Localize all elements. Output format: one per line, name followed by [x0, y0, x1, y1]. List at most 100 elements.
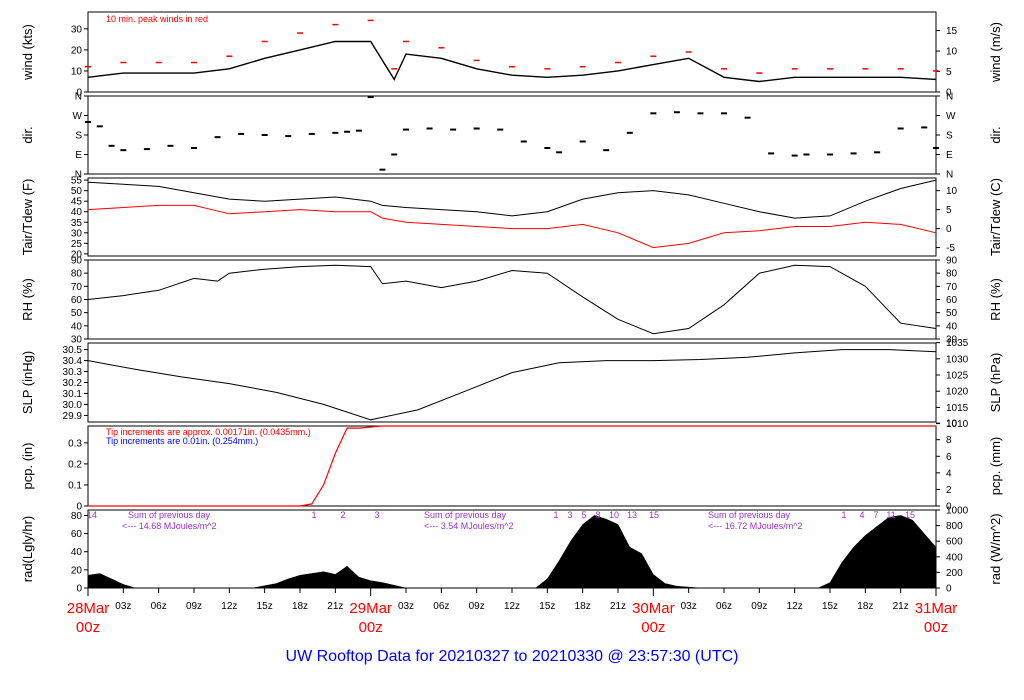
solar-hour-mark: 5 [581, 510, 586, 520]
left-tick-label-pcp: 0.3 [68, 438, 82, 449]
right-tick-label-slp: 1035 [946, 338, 969, 349]
tdew-line [87, 204, 937, 249]
ylabel-right-rh: RH (%) [988, 278, 1003, 321]
solar-sum-label: Sum of previous day [708, 510, 791, 520]
ylabel-left-pcp: pcp. (in) [20, 443, 35, 490]
x-day-date: 28Mar [67, 600, 110, 617]
panel-frame-slp [87, 342, 937, 423]
right-tick-label-pcp: 10 [946, 419, 958, 430]
precip-note-approx: Tip increments are approx. 0.00171in. (0… [106, 427, 311, 437]
right-tick-label-wind: 0 [946, 88, 952, 99]
x-hour-label: 09z [469, 601, 485, 612]
right-tick-label-temp: 0 [946, 224, 952, 235]
right-tick-label-wind: 15 [946, 26, 958, 37]
x-hour-label: 06z [433, 601, 449, 612]
solar-hour-mark: 14 [87, 510, 97, 520]
left-tick-label-rad: 60 [71, 529, 83, 540]
right-tick-label-temp: 10 [946, 186, 958, 197]
right-tick-label-rh: 40 [946, 321, 958, 332]
left-tick-label-temp: 25 [71, 239, 83, 250]
right-tick-label-dir: N [946, 92, 953, 103]
left-tick-label-wind: 10 [71, 66, 83, 77]
solar-hour-mark: 1 [311, 510, 316, 520]
solar-hour-mark: 15 [905, 510, 915, 520]
x-hour-label: 21z [327, 601, 343, 612]
solar-hour-mark: 7 [873, 510, 878, 520]
left-tick-label-wind: 20 [71, 45, 83, 56]
right-tick-label-rad: 1000 [946, 506, 969, 517]
right-tick-label-pcp: 0 [946, 502, 952, 513]
left-tick-label-rh: 50 [71, 308, 83, 319]
right-tick-label-pcp: 6 [946, 452, 952, 463]
right-tick-label-rad: 400 [946, 552, 963, 563]
x-hour-label: 12z [221, 601, 237, 612]
panel-frame-wind [87, 11, 937, 93]
left-tick-label-wind: 0 [76, 88, 82, 99]
x-hour-label: 12z [504, 601, 520, 612]
left-tick-label-temp: 55 [71, 176, 83, 187]
right-tick-label-wind: 10 [946, 47, 958, 58]
panel-frame-dir [87, 95, 937, 175]
right-tick-label-slp: 1010 [946, 419, 969, 430]
ylabel-left-dir: dir. [20, 126, 35, 143]
left-tick-label-rh: 60 [71, 295, 83, 306]
radiation-area [87, 515, 937, 589]
precip-line [88, 425, 936, 507]
left-tick-label-dir: N [75, 92, 82, 103]
left-tick-label-dir: W [73, 111, 83, 122]
right-tick-label-temp: 5 [946, 205, 952, 216]
left-tick-label-rad: 0 [76, 584, 82, 595]
x-hour-label: 06z [716, 601, 732, 612]
x-day-time: 00z [359, 619, 383, 636]
right-tick-label-slp: 1025 [946, 371, 969, 382]
ylabel-right-rad: rad (W/m^2) [988, 513, 1003, 584]
right-tick-label-slp: 1020 [946, 387, 969, 398]
solar-sum-total: <--- 16.72 MJoules/m^2 [708, 521, 803, 531]
left-tick-label-rh: 80 [71, 269, 83, 280]
ylabel-left-rad: rad(Lgly/hr) [20, 516, 35, 582]
slp-line [87, 349, 937, 421]
left-tick-label-slp: 30.3 [63, 367, 83, 378]
ylabel-right-slp: SLP (hPa) [988, 353, 1003, 413]
left-tick-label-rh: 70 [71, 282, 83, 293]
left-tick-label-rad: 40 [71, 547, 83, 558]
solar-hour-mark: 10 [609, 510, 619, 520]
left-tick-label-rad: 80 [71, 511, 83, 522]
ylabel-right-temp: Tair/Tdew (C) [988, 178, 1003, 256]
solar-sum-label: Sum of previous day [128, 510, 211, 520]
panel-frame-temp [87, 177, 937, 257]
x-hour-label: 12z [787, 601, 803, 612]
wind-speed-line [87, 40, 937, 83]
x-hour-label: 15z [822, 601, 838, 612]
left-tick-label-rh: 30 [71, 335, 83, 346]
chart-title: UW Rooftop Data for 20210327 to 20210330… [285, 648, 739, 665]
right-tick-label-dir: N [946, 170, 953, 181]
x-hour-label: 03z [681, 601, 697, 612]
right-tick-label-dir: W [946, 111, 956, 122]
right-tick-label-rh: 70 [946, 282, 958, 293]
right-tick-label-rh: 30 [946, 335, 958, 346]
solar-sum-total: <--- 14.68 MJoules/m^2 [122, 521, 217, 531]
right-tick-label-slp: 1030 [946, 354, 969, 365]
x-day-time: 00z [76, 619, 100, 636]
left-tick-label-slp: 29.9 [63, 411, 83, 422]
ylabel-left-rh: RH (%) [20, 278, 35, 321]
ylabel-left-wind: wind (kts) [20, 24, 35, 81]
left-tick-label-pcp: 0.2 [68, 459, 82, 470]
right-tick-label-pcp: 8 [946, 435, 952, 446]
rh-line [87, 264, 937, 335]
left-tick-label-rad: 20 [71, 565, 83, 576]
solar-hour-mark: 1 [553, 510, 558, 520]
left-tick-label-slp: 30.4 [63, 356, 83, 367]
x-hour-label: 21z [610, 601, 626, 612]
left-tick-label-dir: E [75, 150, 82, 161]
right-tick-label-slp: 1015 [946, 403, 969, 414]
x-day-time: 00z [641, 619, 665, 636]
solar-sum-label: Sum of previous day [424, 510, 507, 520]
ylabel-right-dir: dir. [988, 126, 1003, 143]
left-tick-label-slp: 30.2 [63, 378, 83, 389]
right-tick-label-pcp: 2 [946, 485, 952, 496]
left-tick-label-dir: S [75, 131, 82, 142]
x-hour-label: 18z [857, 601, 873, 612]
